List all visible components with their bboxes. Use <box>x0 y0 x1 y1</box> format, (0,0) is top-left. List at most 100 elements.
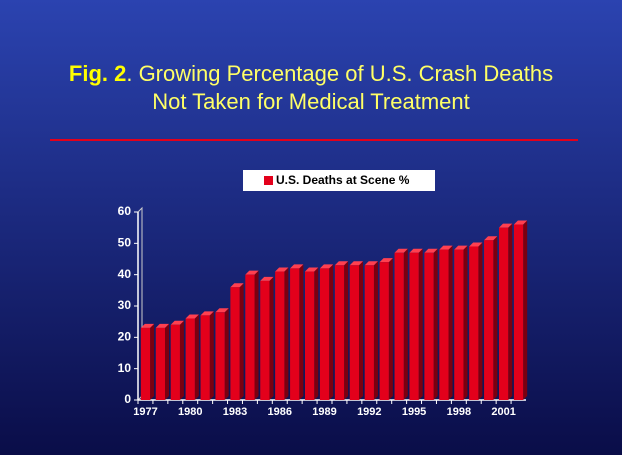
bar-top <box>349 261 364 266</box>
bar <box>155 327 166 400</box>
bar <box>439 249 449 400</box>
bar-top <box>230 283 244 288</box>
bar-top <box>170 320 184 325</box>
bar <box>215 312 225 400</box>
bar-top <box>394 248 408 253</box>
bar-top <box>469 242 483 247</box>
bar <box>484 240 494 400</box>
y-tick-label: 30 <box>118 298 132 312</box>
bar-side <box>344 261 349 400</box>
bar-side <box>165 323 170 400</box>
y-tick-label: 20 <box>118 330 132 344</box>
legend <box>243 170 435 191</box>
bar <box>275 271 285 400</box>
bar-top <box>498 223 513 228</box>
bar-top <box>260 276 274 281</box>
bar <box>140 327 151 400</box>
x-tick-label: 1989 <box>312 406 336 418</box>
bar <box>260 280 270 400</box>
y-tick-label: 40 <box>118 267 132 281</box>
bar-side <box>239 283 244 400</box>
title-label: Fig. 2 <box>69 61 126 86</box>
bar-side <box>254 270 259 400</box>
bar <box>185 318 195 400</box>
bar <box>334 265 345 400</box>
bar-side <box>463 245 468 400</box>
bar-top <box>200 311 214 316</box>
bar-side <box>373 261 378 400</box>
y-tick-label: 50 <box>118 236 132 250</box>
bar-top <box>484 236 498 241</box>
bar-top <box>304 267 319 272</box>
x-tick-label: 1983 <box>223 406 247 418</box>
bar-top <box>140 323 155 328</box>
bar-top <box>454 245 468 250</box>
bar-side <box>284 267 289 400</box>
bar-top <box>409 248 423 253</box>
bar-side <box>478 242 483 400</box>
bar-top <box>379 258 393 263</box>
bar-top <box>334 261 349 266</box>
x-tick-label: 1986 <box>268 406 292 418</box>
bar <box>424 252 434 400</box>
bar-side <box>329 264 334 400</box>
bar-top <box>290 264 304 269</box>
x-tick-label: 1980 <box>178 406 202 418</box>
chart-title-line2: Not Taken for Medical Treatment <box>152 89 470 114</box>
bar <box>349 265 360 400</box>
bar <box>304 271 315 400</box>
bar-top <box>439 245 453 250</box>
bar <box>498 227 509 400</box>
y-tick-label: 0 <box>124 392 131 406</box>
bar <box>513 224 524 400</box>
legend-label: U.S. Deaths at Scene % <box>276 173 410 187</box>
bar-side <box>508 223 513 400</box>
bar <box>319 268 330 400</box>
y-tick-label: 60 <box>118 204 132 218</box>
bar-side <box>209 311 214 400</box>
bar <box>364 265 374 400</box>
bar-side <box>388 258 393 400</box>
bar <box>409 252 419 400</box>
bar-top <box>424 248 438 253</box>
bar-side <box>359 261 364 400</box>
bar-top <box>364 261 378 266</box>
bar-side <box>194 314 199 400</box>
bar-side <box>224 308 229 400</box>
y-tick-label: 10 <box>118 361 132 375</box>
bar-top <box>245 270 259 275</box>
bar <box>230 287 240 400</box>
bar-side <box>403 248 408 400</box>
chart-title: Fig. 2. Growing Percentage of U.S. Crash… <box>69 61 553 86</box>
bar-side <box>314 267 319 400</box>
x-tick-label: 1992 <box>357 406 381 418</box>
x-tick-label: 1998 <box>447 406 471 418</box>
legend-swatch <box>264 176 273 185</box>
bar-side <box>523 220 528 400</box>
x-tick-label: 1977 <box>133 406 157 418</box>
bar-side <box>493 236 498 400</box>
bar <box>469 246 479 400</box>
bar-side <box>269 276 274 400</box>
bar-top <box>185 314 199 319</box>
bar-side <box>448 245 453 400</box>
bar <box>290 268 300 400</box>
bar-top <box>155 323 170 328</box>
bar-side <box>418 248 423 400</box>
bar-side <box>179 320 184 400</box>
bar-top <box>513 220 528 225</box>
bar-top <box>215 308 229 313</box>
bar <box>200 315 210 400</box>
bar-side <box>150 323 155 400</box>
title-text: . Growing Percentage of U.S. Crash Death… <box>126 61 553 86</box>
x-tick-label: 1995 <box>402 406 426 418</box>
bar-side <box>433 248 438 400</box>
bar-top <box>275 267 289 272</box>
bar <box>170 324 180 400</box>
bar <box>379 262 389 400</box>
bar-side <box>299 264 304 400</box>
bar <box>394 252 404 400</box>
bar-top <box>319 264 334 269</box>
bar <box>454 249 464 400</box>
